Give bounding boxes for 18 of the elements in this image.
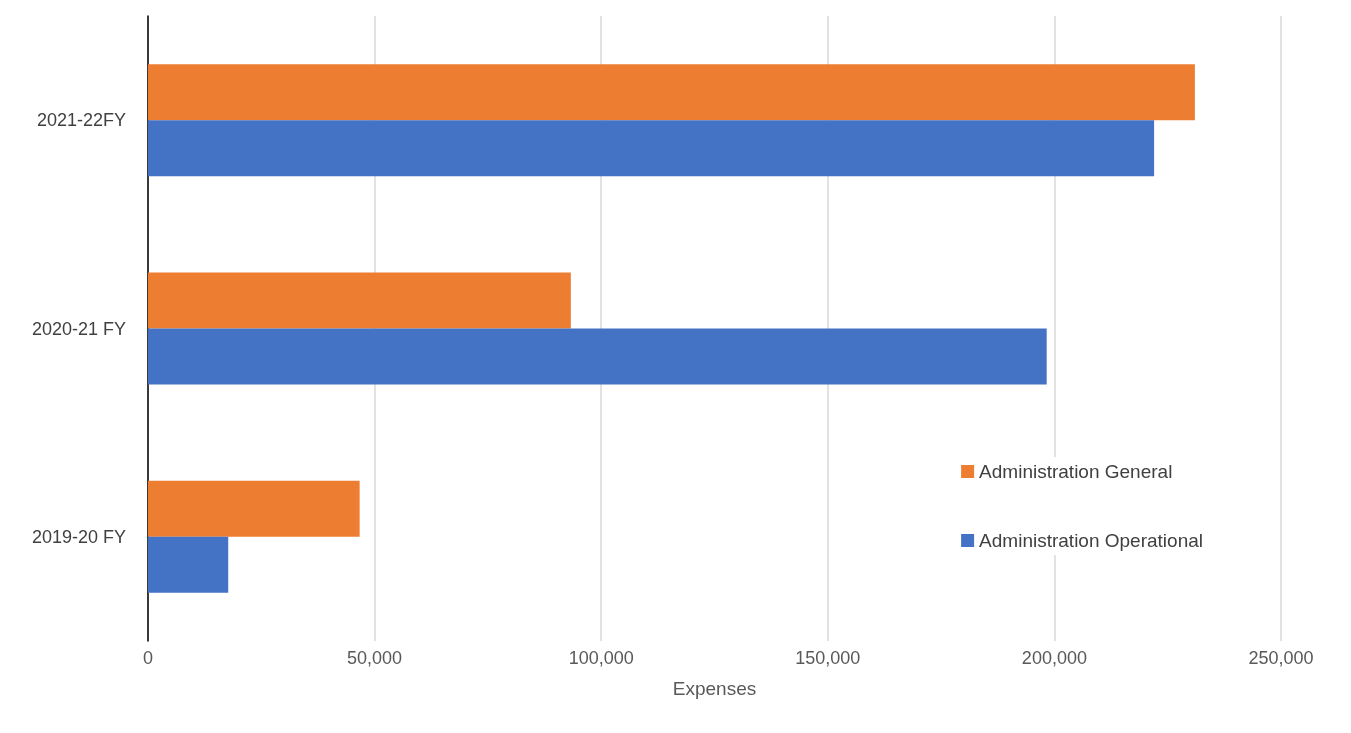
bar — [148, 536, 229, 593]
x-tick-label: 150,000 — [795, 648, 861, 668]
bar — [148, 120, 1155, 177]
x-axis-title: Expenses — [672, 678, 757, 699]
x-tick-label: 200,000 — [1021, 648, 1087, 668]
bar — [148, 328, 1047, 385]
bar — [148, 272, 571, 329]
legend-label: Administration Operational — [979, 530, 1203, 551]
bar — [148, 64, 1195, 121]
y-tick-label: 2019-20 FY — [31, 526, 126, 547]
x-tick-label: 0 — [142, 648, 154, 668]
bar — [148, 480, 360, 537]
y-tick-label: 2020-21 FY — [31, 318, 126, 339]
x-tick-label: 250,000 — [1248, 648, 1314, 668]
x-tick-label: 100,000 — [568, 648, 634, 668]
y-tick-label: 2021-22FY — [36, 110, 126, 131]
legend-label: Administration General — [979, 461, 1173, 482]
x-tick-label: 50,000 — [347, 648, 403, 668]
